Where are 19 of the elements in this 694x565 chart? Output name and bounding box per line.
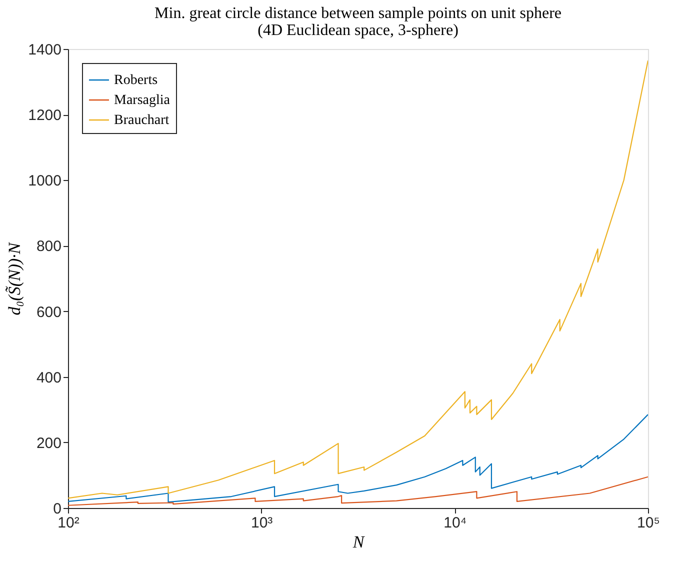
x-axis-title: N [352, 532, 366, 552]
y-tick-label: 400 [36, 369, 62, 386]
y-tick-label: 1400 [28, 42, 62, 58]
y-axis-title: d₀(S̃(N))·N [5, 241, 24, 316]
chart-title: Min. great circle distance between sample points on unit sphere [154, 5, 562, 22]
y-tick-label: 1000 [28, 172, 62, 190]
y-tick-label: 600 [36, 304, 62, 321]
legend-label: Brauchart [114, 113, 170, 128]
x-tick-label: 10² [58, 514, 80, 532]
x-tick-label: 10⁵ [637, 514, 660, 532]
chart-subtitle: (4D Euclidean space, 3-sphere) [258, 22, 458, 39]
x-tick-label: 10³ [250, 514, 273, 532]
x-tick-label: 10⁴ [444, 514, 467, 532]
legend-label: Marsaglia [114, 93, 171, 108]
y-tick-label: 200 [36, 434, 62, 452]
y-tick-label: 0 [53, 500, 62, 518]
y-tick-label: 800 [36, 238, 62, 256]
y-tick-label: 1200 [28, 107, 62, 124]
legend-label: Roberts [114, 73, 158, 88]
